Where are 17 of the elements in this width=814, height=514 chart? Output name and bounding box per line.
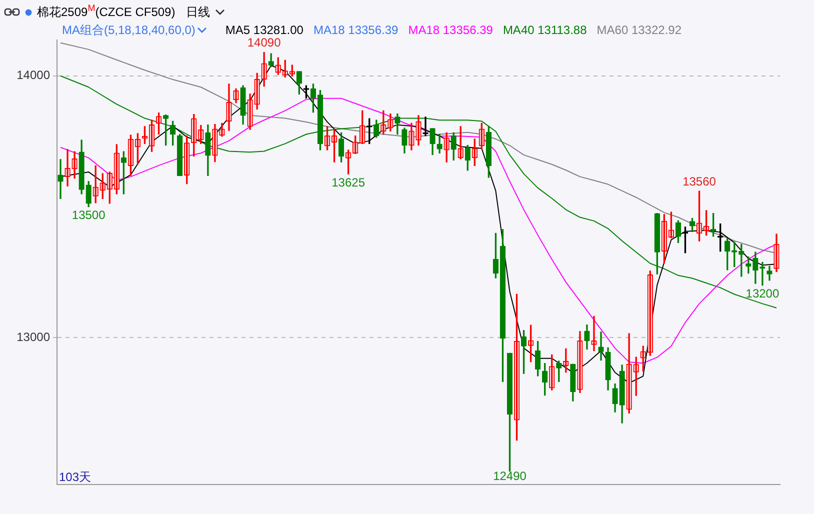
y-tick-label: 13000 [16,330,50,344]
text: MA18 13356.39 [408,23,493,37]
legend-label: MA18 13356.39 [313,23,398,37]
annotation: 103天 [59,470,92,484]
annotation: 13200 [746,286,780,301]
annotation: 12490 [493,468,527,483]
y-tick-label: 14000 [16,68,50,82]
annotation: 13625 [332,175,366,190]
annotation: 14090 [247,36,282,50]
chart-subtitle: 日线 [186,4,210,20]
chart-title: 棉花2509$^{M}$(CZCE CF509) [37,3,176,21]
annotation: 13560 [682,174,716,188]
annotation: 13500 [72,208,106,222]
legend-title: MA组合(5,18,18,40,60,0) [62,22,196,38]
text: MA60 13322.92 [596,23,682,37]
text: MA5 13281.00 [225,23,304,37]
text: MA40 13113.88 [502,23,587,37]
